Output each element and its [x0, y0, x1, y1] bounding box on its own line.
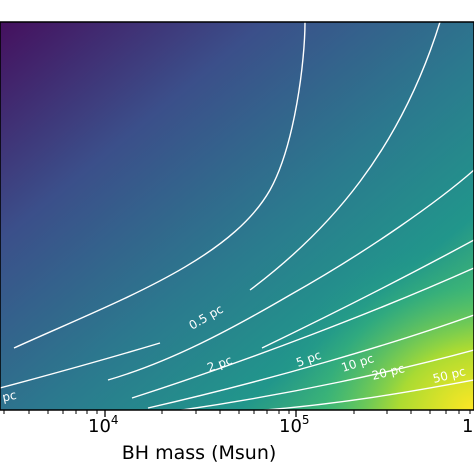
heatmap-highlight — [0, 22, 474, 410]
contour-line-4 — [261, 239, 474, 349]
contour-line-5 — [131, 267, 474, 399]
contour-line-8 — [257, 379, 474, 410]
contour-line-7 — [177, 349, 474, 410]
x-major-ticks — [104, 410, 297, 417]
contour-line-3 — [107, 169, 474, 381]
x-tick-label-10-5: 105 — [279, 413, 310, 437]
plot-frame — [0, 21, 474, 411]
x-minor-ticks — [3, 410, 471, 414]
x-axis: 104 105 106 BH mass (Msun) — [3, 410, 474, 464]
contour-line-2 — [249, 22, 441, 291]
contour-line-6 — [147, 314, 474, 409]
plot-area: 0.5 pc 2 pc 5 pc 10 pc 20 pc 50 pc 1 pc — [0, 22, 474, 410]
contour-line-0 — [13, 22, 306, 349]
x-axis-label: BH mass (Msun) — [122, 442, 277, 464]
contour-label-6: 1 pc — [0, 388, 18, 407]
x-tick-label-10-6: 106 — [462, 413, 474, 437]
x-tick-label-10-4: 104 — [88, 413, 119, 437]
contour-line-1 — [0, 342, 161, 389]
